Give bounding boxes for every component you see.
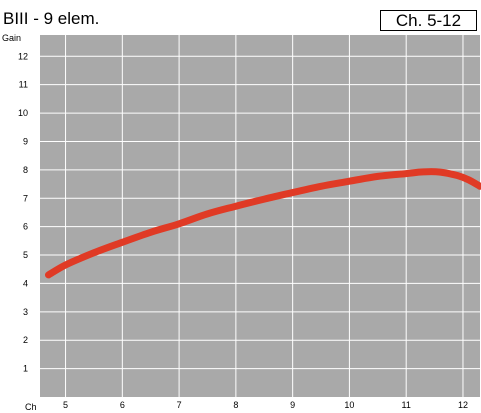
y-tick-label: 1 <box>23 364 28 374</box>
y-tick-label: 11 <box>19 80 28 90</box>
x-tick-label: 7 <box>177 400 182 410</box>
x-axis-title: Ch <box>25 402 37 412</box>
x-tick-label: 9 <box>290 400 295 410</box>
x-tick-label: 10 <box>344 400 354 410</box>
y-tick-label: 9 <box>23 136 28 146</box>
vertical-gridlines <box>65 35 464 397</box>
y-tick-label: 3 <box>23 307 28 317</box>
y-tick-label: 6 <box>23 222 28 232</box>
y-tick-label: 2 <box>23 335 28 345</box>
y-tick-label: 8 <box>23 165 28 175</box>
plot-area <box>40 35 480 397</box>
x-tick-labels: 5 6 7 8 9 10 11 12 <box>63 400 468 410</box>
chart-title: BIII - 9 elem. <box>3 9 100 28</box>
y-tick-label: 4 <box>23 278 28 288</box>
x-tick-label: 12 <box>458 400 468 410</box>
channel-range-box: Ch. 5-12 <box>380 10 477 31</box>
x-tick-label: 11 <box>402 400 411 410</box>
horizontal-gridlines <box>40 55 480 370</box>
y-tick-label: 7 <box>23 193 28 203</box>
x-tick-label: 6 <box>120 400 125 410</box>
y-axis-title: Gain <box>2 33 21 43</box>
y-tick-label: 10 <box>18 108 28 118</box>
y-tick-label: 12 <box>18 51 28 61</box>
gain-curve <box>45 168 481 279</box>
x-tick-label: 8 <box>233 400 238 410</box>
y-tick-label: 5 <box>23 250 28 260</box>
x-tick-label: 5 <box>63 400 68 410</box>
